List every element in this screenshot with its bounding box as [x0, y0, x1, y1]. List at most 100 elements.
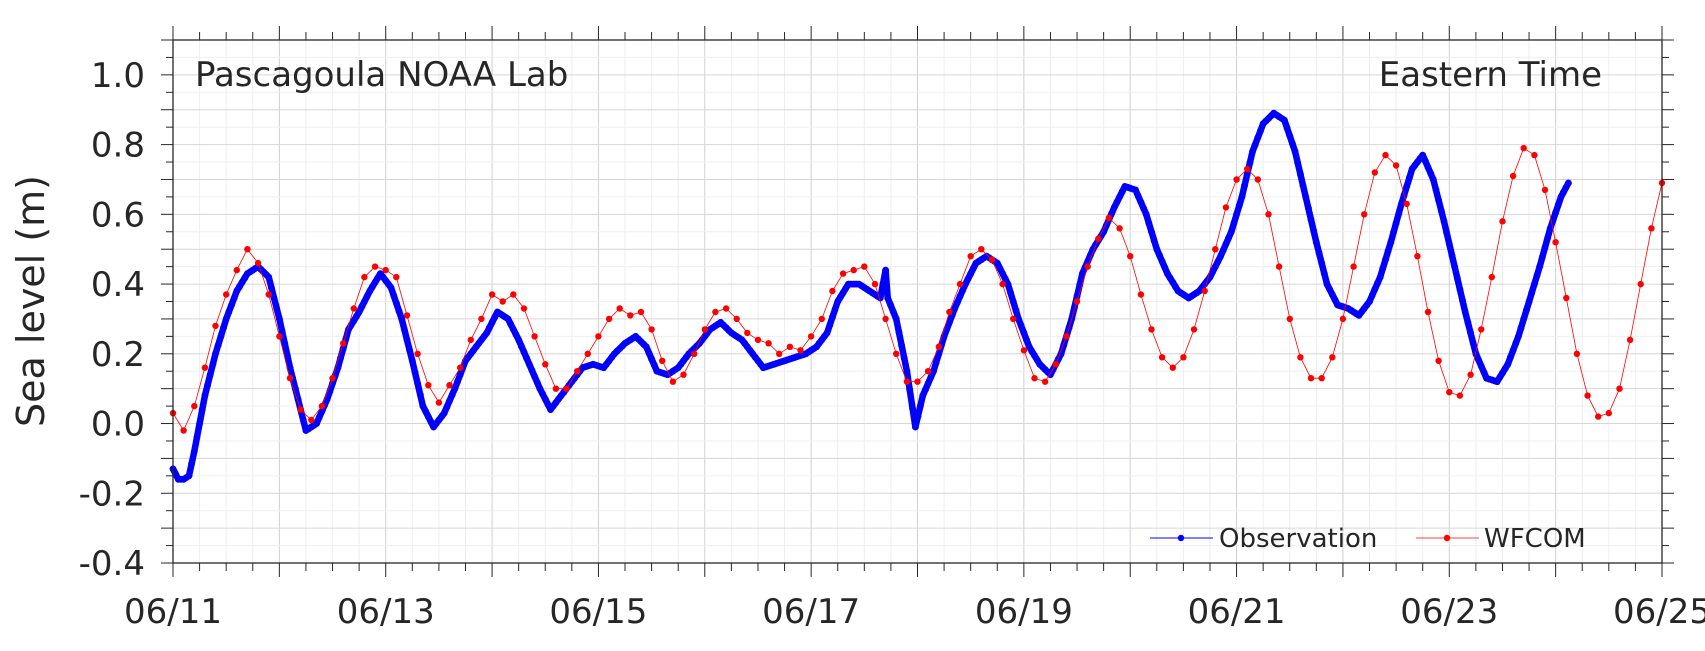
- observation-point: [1541, 244, 1549, 251]
- observation-point: [265, 273, 273, 281]
- y-tick-label: -0.4: [79, 544, 145, 584]
- wfcom-point: [308, 416, 315, 424]
- observation-point: [212, 350, 219, 358]
- wfcom-point: [457, 364, 464, 371]
- wfcom-point: [680, 371, 687, 378]
- observation-point: [912, 423, 919, 431]
- observation-point: [1376, 273, 1384, 281]
- observation-point: [1406, 174, 1413, 182]
- wfcom-point: [935, 343, 942, 350]
- observation-point: [922, 386, 929, 393]
- observation-point: [1310, 227, 1318, 235]
- time-zone-label: Eastern Time: [1379, 55, 1602, 95]
- observation-point: [286, 364, 294, 372]
- observation-point: [361, 298, 368, 305]
- wfcom-point: [393, 273, 400, 281]
- wfcom-point: [1084, 263, 1091, 270]
- observation-point: [456, 371, 464, 379]
- wfcom-point: [488, 291, 496, 298]
- wfcom-point: [1467, 371, 1474, 378]
- wfcom-point: [1116, 225, 1123, 232]
- wfcom-point: [701, 326, 708, 333]
- observation-point: [951, 305, 959, 312]
- observation-point: [1538, 253, 1546, 261]
- observation-point: [1390, 229, 1397, 237]
- wfcom-point: [1478, 326, 1485, 333]
- observation-point: [831, 305, 839, 313]
- wfcom-point: [1595, 413, 1602, 420]
- wfcom-point: [212, 322, 219, 330]
- observation-point: [1281, 116, 1288, 124]
- observation-point: [188, 460, 196, 467]
- observation-point: [1320, 270, 1328, 277]
- observation-point: [278, 327, 286, 335]
- observation-point: [1251, 141, 1259, 149]
- observation-point: [318, 407, 326, 415]
- wfcom-point: [616, 305, 623, 312]
- wfcom-point: [914, 378, 921, 385]
- observation-point: [1230, 219, 1238, 227]
- observation-point: [512, 331, 520, 338]
- observation-point: [536, 385, 544, 393]
- observation-point: [1504, 360, 1512, 368]
- y-tick-label: 0.8: [91, 126, 145, 166]
- observation-point: [1456, 285, 1464, 293]
- observation-point: [509, 326, 517, 333]
- observation-point: [898, 341, 905, 349]
- observation-point: [1297, 170, 1304, 178]
- observation-point: [1156, 251, 1163, 259]
- x-tick-labels: 06/11 06/13 06/15 06/17 06/19 06/21 06/23 06/25: [124, 592, 1705, 632]
- observation-point: [826, 321, 834, 329]
- observation-point: [919, 392, 927, 399]
- observation-point: [422, 407, 429, 415]
- observation-point: [193, 434, 201, 441]
- observation-point: [222, 315, 230, 323]
- observation-point: [823, 329, 831, 337]
- wfcom-point: [1180, 354, 1187, 361]
- x-tick-label: 06/13: [337, 592, 435, 632]
- wfcom-point: [818, 315, 825, 323]
- observation-point: [1055, 355, 1062, 363]
- observation-point: [1374, 279, 1381, 287]
- observation-point: [1443, 229, 1450, 237]
- observation-point: [1102, 222, 1110, 230]
- observation-point: [515, 336, 523, 344]
- wfcom-point: [478, 315, 485, 323]
- observation-point: [544, 401, 552, 408]
- wfcom-point: [733, 315, 740, 323]
- wfcom-point: [722, 305, 730, 312]
- observation-point: [1116, 193, 1123, 201]
- wfcom-point: [1265, 211, 1272, 218]
- observation-point: [419, 402, 427, 410]
- observation-point: [416, 391, 424, 399]
- wfcom-point: [435, 399, 443, 406]
- observation-point: [339, 345, 347, 352]
- observation-point: [1395, 210, 1403, 217]
- wfcom-point: [712, 308, 719, 316]
- series-layer: [169, 109, 1666, 483]
- observation-point: [1371, 285, 1379, 293]
- wfcom-point: [1541, 186, 1549, 194]
- observation-point: [276, 315, 283, 323]
- observation-point: [1387, 238, 1395, 246]
- observation-point: [1467, 329, 1474, 337]
- wfcom-point: [946, 308, 953, 316]
- wfcom-point: [1573, 350, 1581, 357]
- observation-point: [969, 265, 977, 272]
- observation-point: [1368, 292, 1376, 299]
- observation-point: [172, 470, 180, 478]
- observation-point: [900, 354, 908, 362]
- observation-point: [541, 395, 549, 403]
- observation-point: [954, 299, 961, 306]
- observation-point: [201, 392, 209, 399]
- observation-point: [645, 349, 653, 357]
- wfcom-point: [286, 375, 294, 382]
- wfcom-point: [1137, 291, 1145, 298]
- observation-point: [1477, 362, 1485, 370]
- observation-point: [1007, 289, 1014, 297]
- wfcom-point: [637, 308, 645, 316]
- wfcom-point: [850, 266, 857, 274]
- wfcom-point: [584, 350, 591, 357]
- observation-point: [946, 319, 953, 326]
